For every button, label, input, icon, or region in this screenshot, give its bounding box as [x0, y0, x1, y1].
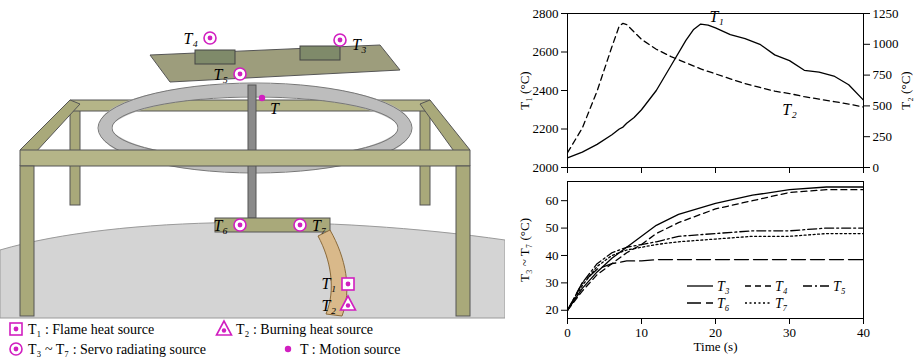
svg-text:T₁ (°C): T₁ (°C) [517, 71, 532, 109]
svg-text:T₃: T₃ [352, 36, 366, 53]
svg-text:T₇: T₇ [312, 217, 327, 234]
svg-text:20: 20 [709, 325, 722, 340]
svg-text:T₅: T₅ [833, 279, 846, 294]
svg-text:T: T [270, 100, 280, 117]
svg-text:500: 500 [873, 98, 893, 113]
svg-text:Time (s): Time (s) [694, 339, 738, 354]
svg-text:2600: 2600 [533, 44, 559, 59]
svg-text:T₆: T₆ [214, 217, 228, 234]
svg-text:T₂ : Burning heat source: T₂ : Burning heat source [236, 322, 373, 337]
svg-text:T₅: T₅ [214, 66, 228, 83]
svg-text:40: 40 [546, 248, 559, 263]
svg-text:T₁: T₁ [322, 275, 336, 292]
svg-text:40: 40 [857, 325, 870, 340]
svg-text:T₂: T₂ [782, 101, 797, 118]
svg-text:2800: 2800 [533, 6, 559, 21]
svg-text:50: 50 [546, 220, 559, 235]
svg-text:T₇: T₇ [775, 296, 788, 311]
svg-text:T₄: T₄ [775, 279, 788, 294]
svg-text:T₁: T₁ [709, 8, 723, 25]
svg-text:0: 0 [564, 325, 571, 340]
svg-text:2200: 2200 [533, 121, 559, 136]
svg-text:T₁ : Flame heat source: T₁ : Flame heat source [28, 322, 154, 337]
svg-text:30: 30 [546, 275, 559, 290]
svg-text:0: 0 [873, 160, 880, 175]
svg-text:T₄: T₄ [184, 30, 198, 47]
svg-text:T₂: T₂ [322, 297, 337, 314]
svg-text:T₂ (°C): T₂ (°C) [898, 71, 913, 109]
svg-text:10: 10 [635, 325, 648, 340]
svg-text:T₆: T₆ [717, 296, 730, 311]
svg-text:2400: 2400 [533, 83, 559, 98]
svg-text:20: 20 [546, 302, 559, 317]
svg-text:T₃ ~ T₇ : Servo radiating sour: T₃ ~ T₇ : Servo radiating source [28, 342, 206, 357]
svg-text:1000: 1000 [873, 36, 899, 51]
svg-text:2000: 2000 [533, 160, 559, 175]
svg-text:T : Motion source: T : Motion source [300, 342, 400, 357]
svg-text:750: 750 [873, 67, 893, 82]
svg-text:1250: 1250 [873, 6, 899, 21]
svg-text:30: 30 [783, 325, 796, 340]
svg-text:250: 250 [873, 129, 893, 144]
svg-text:T₃: T₃ [717, 279, 730, 294]
svg-text:60: 60 [546, 193, 559, 208]
svg-text:T₃ ~ T₇ (°C): T₃ ~ T₇ (°C) [517, 218, 532, 282]
